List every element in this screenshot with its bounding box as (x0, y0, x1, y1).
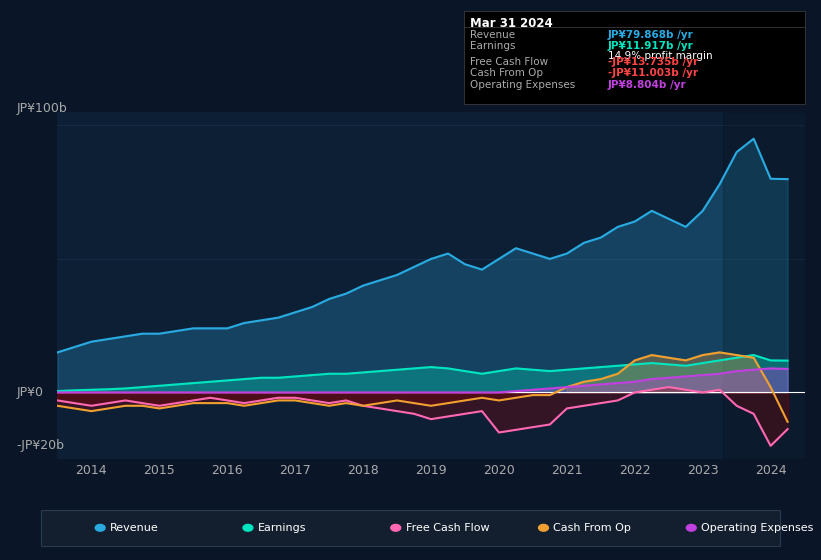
Text: -JP¥20b: -JP¥20b (16, 440, 64, 452)
Text: JP¥100b: JP¥100b (16, 102, 67, 115)
Text: Mar 31 2024: Mar 31 2024 (470, 17, 553, 30)
Text: Earnings: Earnings (470, 41, 516, 51)
Text: Cash From Op: Cash From Op (470, 68, 544, 78)
Text: JP¥79.868b /yr: JP¥79.868b /yr (608, 30, 693, 40)
Text: Free Cash Flow: Free Cash Flow (470, 57, 548, 67)
Text: -JP¥13.735b /yr: -JP¥13.735b /yr (608, 57, 698, 67)
Text: Cash From Op: Cash From Op (553, 523, 631, 533)
Bar (723, 112, 805, 459)
Text: Operating Expenses: Operating Expenses (470, 80, 576, 90)
Text: -JP¥11.003b /yr: -JP¥11.003b /yr (608, 68, 698, 78)
Text: JP¥11.917b /yr: JP¥11.917b /yr (608, 41, 693, 51)
Text: Earnings: Earnings (258, 523, 306, 533)
Text: Free Cash Flow: Free Cash Flow (406, 523, 489, 533)
Text: JP¥0: JP¥0 (16, 386, 44, 399)
Text: Revenue: Revenue (470, 30, 516, 40)
Text: Revenue: Revenue (110, 523, 158, 533)
Text: JP¥8.804b /yr: JP¥8.804b /yr (608, 80, 686, 90)
Text: 14.9% profit margin: 14.9% profit margin (608, 51, 712, 60)
Text: Operating Expenses: Operating Expenses (701, 523, 814, 533)
